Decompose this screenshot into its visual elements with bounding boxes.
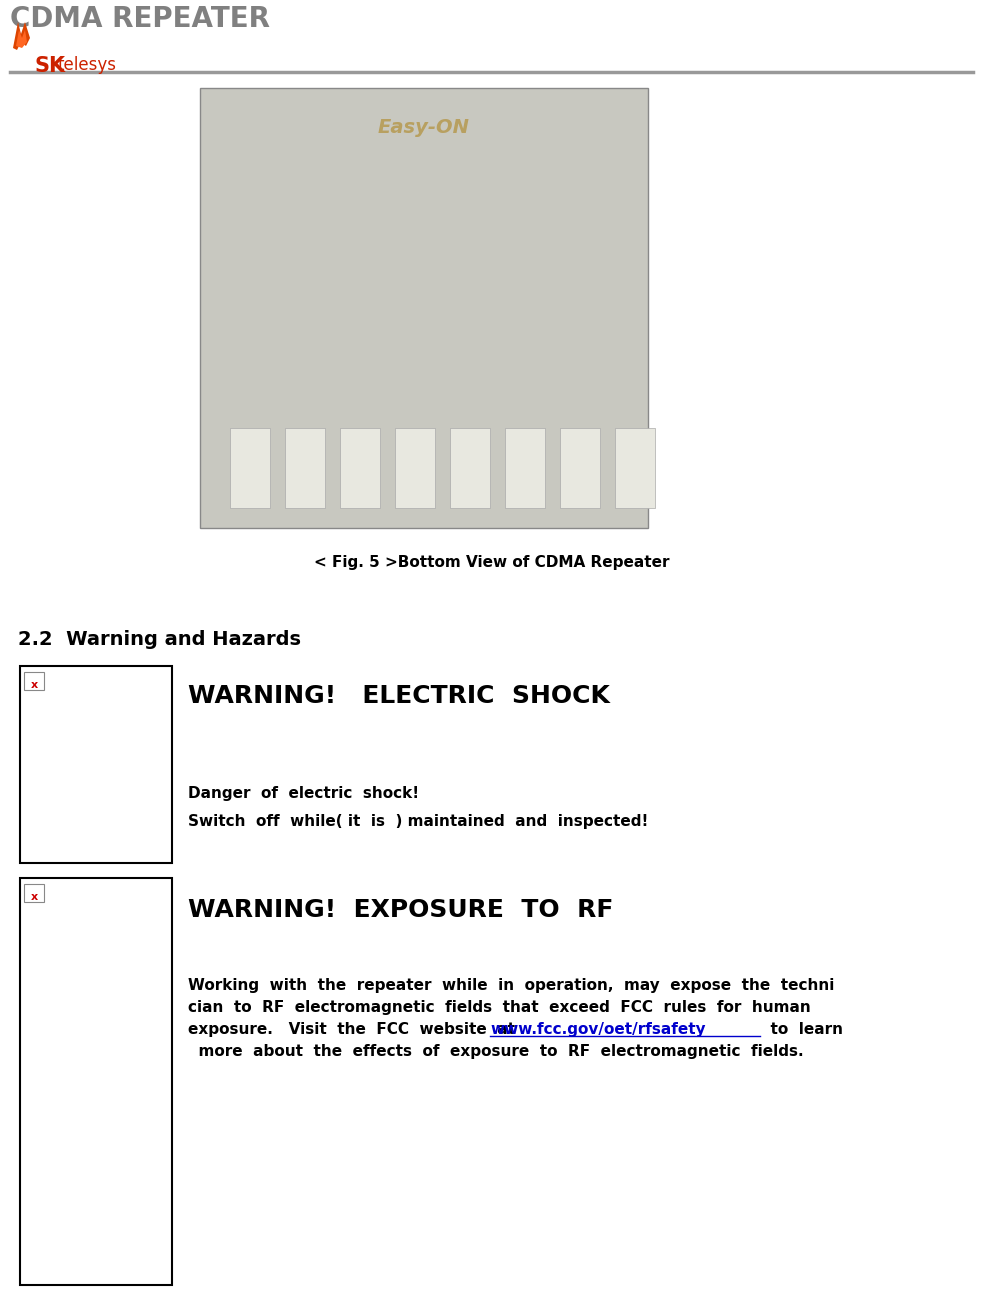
Bar [560, 428, 600, 508]
Text: x: x [30, 892, 37, 902]
Text: SK: SK [34, 56, 65, 75]
Bar [615, 428, 655, 508]
Text: CDMA REPEATER: CDMA REPEATER [10, 5, 270, 32]
Polygon shape [13, 22, 30, 49]
Text: Switch  off  while( it  is  ) maintained  and  inspected!: Switch off while( it is ) maintained and… [188, 814, 649, 829]
Text: more  about  the  effects  of  exposure  to  RF  electromagnetic  fields.: more about the effects of exposure to RF… [188, 1044, 804, 1060]
Text: < Fig. 5 >Bottom View of CDMA Repeater: < Fig. 5 >Bottom View of CDMA Repeater [314, 555, 669, 569]
Bar [20, 878, 172, 1284]
Bar [230, 428, 270, 508]
Text: to  learn: to learn [760, 1022, 843, 1037]
Text: telesys: telesys [57, 56, 116, 74]
Text: x: x [30, 680, 37, 690]
Text: WARNING!  EXPOSURE  TO  RF: WARNING! EXPOSURE TO RF [188, 898, 613, 922]
Bar [340, 428, 380, 508]
Bar [395, 428, 435, 508]
Text: Easy-ON: Easy-ON [378, 118, 470, 136]
Bar [20, 666, 172, 863]
Bar [24, 884, 44, 902]
Bar [200, 88, 648, 528]
Bar [450, 428, 490, 508]
Text: www.fcc.gov/oet/rfsafety: www.fcc.gov/oet/rfsafety [490, 1022, 706, 1037]
Text: cian  to  RF  electromagnetic  fields  that  exceed  FCC  rules  for  human: cian to RF electromagnetic fields that e… [188, 1000, 811, 1015]
Bar [24, 672, 44, 690]
Text: 2.2  Warning and Hazards: 2.2 Warning and Hazards [18, 630, 301, 649]
Text: WARNING!   ELECTRIC  SHOCK: WARNING! ELECTRIC SHOCK [188, 684, 609, 709]
Text: exposure.   Visit  the  FCC  website  at: exposure. Visit the FCC website at [188, 1022, 526, 1037]
Text: Danger  of  electric  shock!: Danger of electric shock! [188, 786, 419, 801]
Text: Working  with  the  repeater  while  in  operation,  may  expose  the  techni: Working with the repeater while in opera… [188, 978, 835, 993]
Bar [285, 428, 325, 508]
Polygon shape [16, 30, 27, 48]
Bar [505, 428, 545, 508]
